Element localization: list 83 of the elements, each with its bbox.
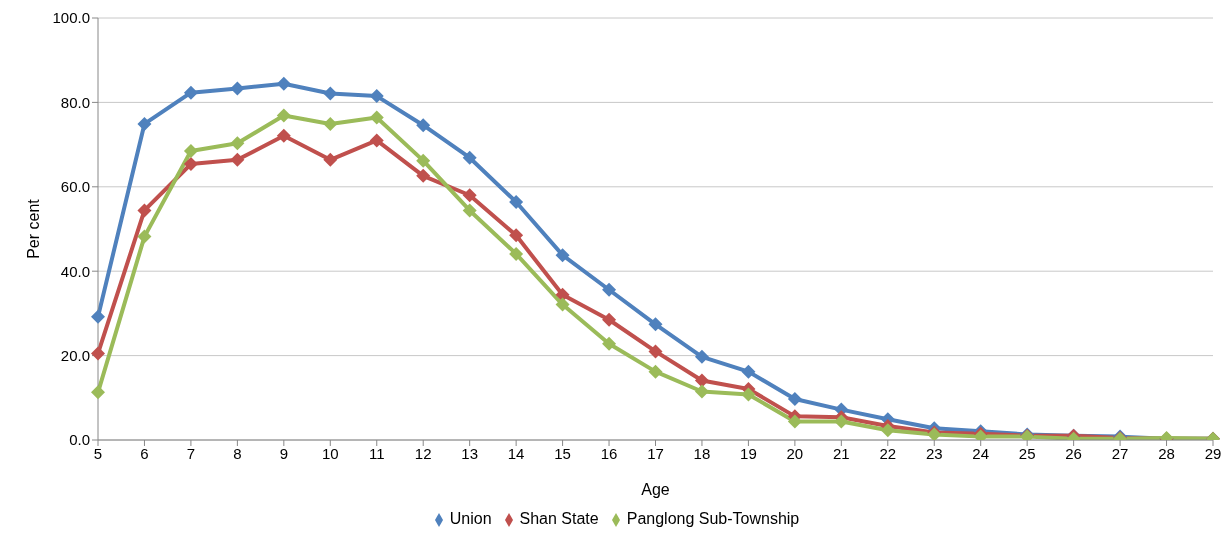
y-tick-label: 40.0	[60, 262, 90, 280]
y-tick-label: 100.0	[52, 9, 90, 27]
point	[416, 153, 431, 168]
x-tick-label: 18	[693, 444, 711, 462]
point	[276, 76, 291, 91]
point	[602, 312, 617, 327]
x-tick-label: 14	[507, 444, 525, 462]
point	[416, 168, 431, 183]
point	[787, 392, 802, 407]
x-tick-label: 12	[414, 444, 432, 462]
x-axis-title: Age	[641, 481, 670, 498]
point	[648, 317, 663, 332]
x-tick-label: 27	[1111, 444, 1129, 462]
point	[741, 387, 756, 402]
x-tick-label: 19	[740, 444, 757, 462]
point	[230, 152, 245, 167]
point	[462, 150, 477, 165]
y-tick-label: 80.0	[60, 93, 90, 111]
x-tick-label: 17	[647, 444, 664, 462]
point	[834, 414, 849, 429]
point	[323, 116, 338, 131]
point	[91, 385, 105, 400]
x-tick-label: 28	[1158, 444, 1175, 462]
y-tick-label: 0.0	[69, 431, 90, 449]
x-tick-label: 7	[186, 444, 196, 462]
point	[741, 364, 756, 379]
point	[276, 128, 291, 143]
x-tick-label: 23	[925, 444, 943, 462]
point	[509, 246, 524, 261]
y-tick-label: 20.0	[60, 346, 90, 364]
legend-label: Shan State	[519, 510, 599, 527]
legend-label: Union	[449, 510, 492, 527]
x-tick-label: 21	[832, 444, 850, 462]
x-tick-label: 15	[554, 444, 571, 462]
point	[183, 157, 198, 172]
point	[369, 133, 384, 148]
point	[276, 108, 291, 123]
x-tick-label: 20	[786, 444, 804, 462]
point	[555, 297, 570, 312]
y-axis-title: Per cent	[24, 198, 42, 259]
point	[509, 194, 524, 209]
point	[137, 116, 152, 131]
point	[694, 384, 709, 399]
point	[183, 143, 198, 158]
point	[694, 349, 709, 364]
point	[137, 203, 152, 218]
x-tick-label: 9	[279, 444, 289, 462]
point	[323, 152, 338, 167]
point	[323, 86, 338, 101]
x-tick-label: 16	[600, 444, 618, 462]
x-tick-label: 24	[972, 444, 990, 462]
x-tick-label: 25	[1018, 444, 1036, 462]
y-tick-label: 60.0	[60, 178, 90, 196]
point	[230, 81, 245, 96]
point	[602, 282, 617, 297]
x-tick-label: 26	[1065, 444, 1082, 462]
x-tick-label: 22	[879, 444, 897, 462]
point	[230, 136, 245, 151]
point	[416, 118, 431, 133]
point	[648, 364, 663, 379]
x-tick-label: 6	[140, 444, 149, 462]
point	[369, 89, 384, 104]
x-tick-label: 13	[461, 444, 479, 462]
point	[369, 110, 384, 125]
point	[602, 336, 617, 351]
point	[555, 248, 570, 263]
point	[648, 344, 663, 359]
point	[880, 423, 895, 438]
x-tick-label: 5	[93, 444, 103, 462]
point	[787, 414, 802, 429]
point	[91, 309, 105, 324]
x-tick-label: 8	[233, 444, 242, 462]
x-tick-label: 29	[1204, 444, 1222, 462]
point	[509, 228, 524, 243]
point	[137, 229, 152, 244]
legend-label: Panglong Sub-Township	[626, 510, 800, 527]
point	[183, 85, 198, 100]
point	[462, 203, 477, 218]
x-tick-label: 11	[368, 444, 385, 462]
point	[694, 373, 709, 388]
point	[462, 188, 477, 203]
x-tick-label: 10	[321, 444, 339, 462]
point	[91, 346, 105, 361]
